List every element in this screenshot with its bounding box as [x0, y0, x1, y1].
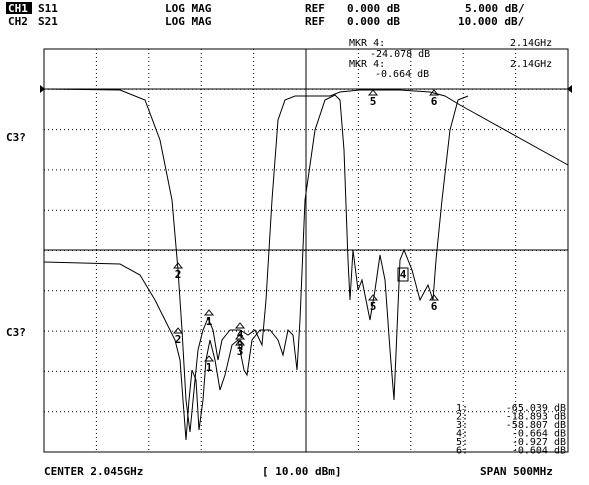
marker-value: -0.664 dB [512, 429, 566, 440]
side-label: C3? [6, 131, 26, 144]
marker-index: 3: [456, 420, 468, 431]
ch2-label: CH2 [8, 15, 28, 28]
trace-s11 [43, 88, 569, 433]
marker-number: 3 [237, 345, 244, 358]
marker-index: 4: [456, 429, 468, 440]
marker-triangle [234, 333, 246, 340]
mkr-value: -0.664 dB [375, 69, 429, 80]
marker-index: 6: [456, 446, 468, 457]
marker-triangle [203, 309, 215, 316]
ch1-param: S11 [38, 2, 58, 15]
mkr-value: -24.078 dB [370, 49, 430, 60]
marker-number: 5 [370, 95, 377, 108]
ch1-label: CH1 [8, 2, 28, 15]
marker-value: -18.893 dB [506, 412, 566, 423]
marker-triangle [203, 355, 215, 362]
marker-triangle [234, 339, 246, 346]
side-label: C3? [6, 326, 26, 339]
marker-value: -65.039 dB [506, 403, 566, 414]
mkr-label: MKR 4: [349, 38, 385, 49]
marker-number: 5 [370, 300, 377, 313]
ch1-ref: REF [305, 2, 325, 15]
marker-triangle [428, 294, 440, 301]
span: SPAN 500MHz [480, 465, 553, 478]
source-power: [ 10.00 dBm] [262, 465, 341, 478]
center-freq: CENTER 2.045GHz [44, 465, 143, 478]
marker-triangle [367, 294, 379, 301]
ch2-param: S21 [38, 15, 58, 28]
marker-number: 2 [175, 333, 182, 346]
ch1-scale: 5.000 dB/ [465, 2, 525, 15]
marker-value: -0.927 dB [512, 437, 566, 448]
marker-index: 2: [456, 412, 468, 423]
marker-triangle [172, 262, 184, 269]
marker-index: 1: [456, 403, 468, 414]
ch1-ref-value: 0.000 dB [347, 2, 400, 15]
ch2-ref: REF [305, 15, 325, 28]
marker-triangle [234, 322, 246, 329]
marker-list: 1: -65.039 dB 2: -18.893 dB 3: -58.807 dB 4: -0… [456, 403, 566, 457]
marker-box [397, 267, 409, 282]
ch2-scale: 10.000 dB/ [458, 15, 525, 28]
ch1-box [6, 2, 32, 14]
marker-number: 2 [175, 268, 182, 281]
mkr-label: MKR 4: [349, 59, 385, 70]
marker-value: -58.807 dB [506, 420, 566, 431]
marker-triangle [172, 327, 184, 334]
marker-index: 5: [456, 437, 468, 448]
mkr-freq: 2.14GHz [510, 38, 552, 49]
marker-number: 6 [431, 95, 438, 108]
ch2-ref-value: 0.000 dB [347, 15, 400, 28]
marker-triangle [428, 89, 440, 96]
marker-number: 1 [206, 361, 213, 374]
marker-triangle [367, 89, 379, 96]
marker-number: 4 [237, 328, 244, 341]
mkr-freq: 2.14GHz [510, 59, 552, 70]
marker-number: 4 [400, 268, 407, 281]
marker-value: -0.604 dB [512, 446, 566, 457]
marker-number: 6 [431, 300, 438, 313]
trace-s21 [43, 94, 469, 441]
ch2-format: LOG MAG [165, 15, 212, 28]
marker-number: 1 [206, 315, 213, 328]
ch1-format: LOG MAG [165, 2, 212, 15]
